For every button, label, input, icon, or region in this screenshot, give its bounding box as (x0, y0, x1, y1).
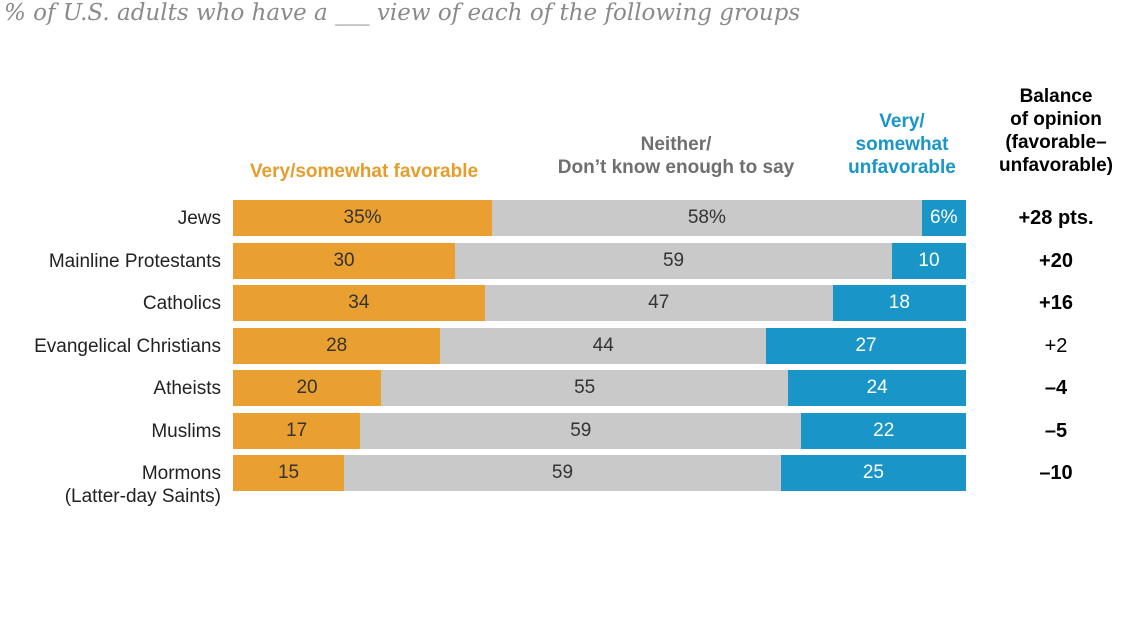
row-label: Jews (178, 207, 221, 230)
unfavorable-value-label: 22 (873, 420, 895, 441)
unfavorable-value-label: 27 (855, 335, 877, 356)
unfavorable-value-label: 6% (930, 207, 958, 228)
row-label: Catholics (143, 292, 221, 315)
row-label: Atheists (153, 377, 221, 400)
neither-value-label: 59 (662, 250, 685, 271)
unfavorable-bar (788, 370, 966, 406)
row-label-line: (Latter-day Saints) (64, 485, 221, 507)
favorable-value-label: 20 (296, 377, 318, 398)
neither-bar (492, 200, 922, 236)
unfavorable-bar (801, 413, 966, 449)
row-label-line: Evangelical Christians (34, 335, 221, 357)
unfavorable-bar (832, 285, 966, 321)
row-label: Mainline Protestants (49, 250, 221, 273)
favorable-value-label: 34 (348, 292, 370, 313)
row-label: Evangelical Christians (34, 335, 221, 358)
row-label-line: Mormons (141, 462, 221, 484)
unfavorable-bar (780, 455, 966, 491)
balance-value: +16 (1039, 292, 1073, 314)
neither-bar (381, 370, 789, 406)
neither-header: Neither/ Don’t know enough to say (520, 133, 832, 179)
unfavorable-value-label: 18 (888, 292, 910, 313)
balance-header-line: (favorable– (1005, 132, 1107, 153)
favorable-bar (233, 285, 485, 321)
row-label-line: Catholics (142, 292, 221, 314)
unfavorable-bar (921, 200, 966, 236)
unfavorable-value-label: 25 (862, 462, 884, 483)
neither-bar (455, 243, 892, 279)
unfavorable-value-label: 10 (918, 250, 940, 271)
unfavorable-header: Very/ somewhat unfavorable (832, 110, 972, 179)
favorable-bar (233, 243, 456, 279)
neither-value-label: 55 (574, 377, 596, 398)
balance-header-line: unfavorable) (998, 155, 1114, 176)
neither-bar (344, 455, 781, 491)
favorable-bar (233, 455, 345, 491)
neither-bar (360, 413, 802, 449)
favorable-value-label: 15 (277, 462, 300, 483)
row-label-line: Atheists (153, 377, 221, 399)
balance-value: +20 (1039, 250, 1073, 272)
balance-header-line: of opinion (1010, 109, 1102, 130)
favorable-value-label: 30 (333, 250, 355, 271)
balance-value: +28 pts. (1018, 207, 1094, 229)
row-label-line: Muslims (151, 420, 221, 442)
neither-header-line: Neither/ (640, 134, 712, 155)
unfavorable-bar (766, 328, 966, 364)
row-label: Muslims (151, 420, 221, 443)
unfavorable-header-line: somewhat (855, 134, 949, 155)
row-label-line: Jews (177, 207, 221, 229)
balance-value: –5 (1044, 420, 1068, 442)
balance-value: +2 (1044, 335, 1068, 357)
chart-subtitle: % of U.S. adults who have a ___ view of … (4, 0, 801, 26)
neither-bar (484, 285, 833, 321)
favorable-value-label: 17 (286, 420, 308, 441)
favorable-value-label: 35% (343, 207, 382, 228)
favorable-bar (233, 370, 382, 406)
balance-header-line: Balance (1019, 86, 1093, 107)
row-label: Mormons (Latter-day Saints) (65, 462, 221, 508)
neither-value-label: 47 (648, 292, 670, 313)
favorable-header: Very/somewhat favorable (249, 161, 479, 182)
neither-value-label: 44 (592, 335, 614, 356)
neither-bar (440, 328, 767, 364)
unfavorable-header-line: Very/ (879, 111, 925, 132)
balance-value: –10 (1039, 462, 1073, 484)
unfavorable-header-line: unfavorable (848, 157, 956, 178)
favorable-value-label: 28 (326, 335, 348, 356)
neither-value-label: 58% (687, 207, 726, 228)
neither-value-label: 59 (570, 420, 592, 441)
neither-value-label: 59 (551, 462, 574, 483)
row-label-line: Mainline Protestants (48, 250, 221, 272)
balance-header: Balance of opinion (favorable– unfavorab… (976, 85, 1128, 177)
neither-header-line: Don’t know enough to say (557, 157, 795, 178)
favorable-bar (233, 328, 441, 364)
unfavorable-value-label: 24 (866, 377, 888, 398)
unfavorable-bar (891, 243, 966, 279)
balance-value: –4 (1044, 377, 1068, 399)
favorable-bar (233, 200, 493, 236)
favorable-bar (233, 413, 361, 449)
